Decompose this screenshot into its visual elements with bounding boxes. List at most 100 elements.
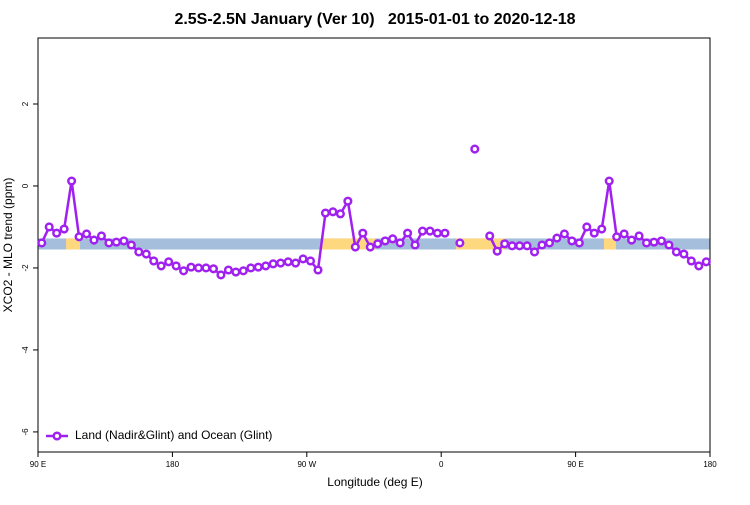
point — [395, 238, 405, 248]
point — [134, 247, 144, 257]
point — [231, 267, 241, 277]
point — [52, 228, 62, 238]
point — [37, 238, 47, 248]
point — [298, 254, 308, 264]
point — [425, 226, 435, 236]
point — [671, 247, 681, 257]
point — [246, 263, 256, 273]
point — [96, 231, 107, 241]
point — [44, 222, 54, 232]
point — [343, 196, 353, 206]
point — [216, 270, 226, 280]
y-axis-label: XCO2 - MLO trend (ppm) — [1, 178, 15, 313]
legend-label: Land (Nadir&Glint) and Ocean (Glint) — [75, 428, 272, 442]
point — [440, 228, 450, 238]
point — [179, 266, 189, 276]
land-band — [66, 238, 80, 250]
point — [522, 241, 532, 251]
point — [552, 233, 562, 243]
x-tick-label: 180 — [166, 460, 180, 469]
point — [186, 262, 196, 272]
point — [455, 238, 465, 248]
point — [627, 235, 637, 245]
point — [365, 242, 375, 252]
point — [74, 232, 84, 242]
point — [656, 236, 667, 246]
point — [485, 231, 495, 241]
point — [305, 256, 316, 266]
chart-title: 2.5S-2.5N January (Ver 10) 2015-01-01 to… — [174, 11, 575, 28]
point — [664, 240, 674, 250]
point — [589, 228, 599, 238]
point — [492, 246, 502, 256]
x-axis-label: Longitude (deg E) — [327, 475, 422, 489]
point — [81, 229, 92, 239]
series-line — [40, 180, 707, 277]
point — [164, 257, 174, 267]
point — [515, 241, 525, 251]
point — [403, 228, 413, 238]
point — [328, 207, 338, 217]
point — [410, 240, 420, 250]
land-band — [321, 238, 376, 250]
point — [701, 257, 711, 267]
point — [373, 239, 383, 249]
point — [276, 258, 286, 268]
point — [619, 229, 629, 239]
y-tick-label: -6 — [21, 428, 30, 436]
point — [149, 256, 159, 266]
point — [253, 262, 263, 272]
point — [686, 256, 696, 266]
point — [193, 263, 204, 273]
point — [694, 261, 704, 271]
point — [67, 176, 77, 186]
point — [223, 265, 233, 275]
point — [582, 222, 592, 232]
point — [470, 144, 480, 154]
point — [597, 224, 607, 234]
point — [500, 239, 510, 249]
point — [126, 240, 136, 250]
point — [156, 261, 166, 271]
point — [208, 264, 219, 274]
point — [537, 240, 547, 250]
point — [320, 208, 331, 218]
point — [89, 235, 99, 245]
point — [649, 237, 659, 247]
point — [358, 228, 368, 238]
point — [612, 232, 622, 242]
legend-marker — [52, 431, 62, 441]
point — [59, 224, 69, 234]
x-tick-label: 90 W — [297, 460, 316, 469]
point — [432, 228, 443, 238]
y-tick-label: 0 — [21, 183, 30, 188]
point — [283, 257, 293, 267]
point — [641, 238, 652, 248]
land-band — [456, 238, 505, 250]
point — [111, 237, 121, 247]
point — [119, 236, 129, 246]
point — [268, 259, 278, 269]
point — [313, 265, 323, 275]
point — [559, 229, 569, 239]
point — [104, 238, 114, 248]
point — [350, 242, 360, 252]
y-tick-label: -2 — [21, 264, 30, 272]
point — [604, 176, 614, 186]
point — [417, 226, 428, 236]
y-tick-label: 2 — [21, 101, 30, 106]
point — [261, 261, 271, 271]
point — [567, 236, 577, 246]
point — [171, 261, 181, 271]
point — [574, 238, 584, 248]
point — [291, 258, 301, 268]
point — [201, 263, 211, 273]
point — [380, 236, 390, 246]
point — [634, 231, 644, 241]
x-tick-label: 90 E — [567, 460, 583, 469]
point — [544, 238, 555, 248]
y-tick-label: -4 — [21, 346, 30, 354]
point — [388, 234, 398, 244]
point — [238, 266, 248, 276]
